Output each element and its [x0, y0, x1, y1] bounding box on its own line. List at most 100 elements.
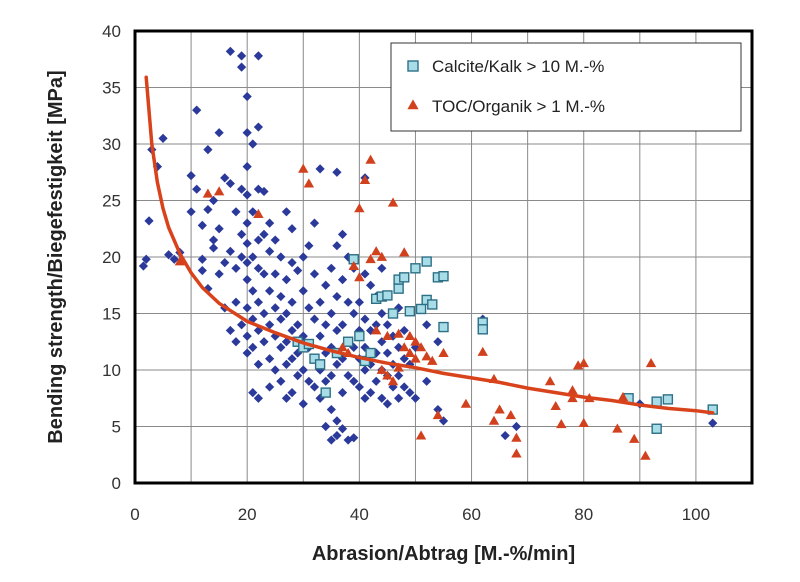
data-point-all-samples	[242, 258, 252, 268]
data-point-all-samples	[242, 275, 252, 285]
data-point-toc	[410, 336, 421, 346]
data-point-all-samples	[259, 308, 269, 319]
data-point-all-samples	[220, 173, 230, 183]
data-point-all-samples	[337, 424, 348, 434]
data-point-calcite	[393, 283, 404, 294]
data-point-all-samples	[337, 275, 348, 285]
data-point-all-samples	[394, 371, 404, 381]
data-point-toc	[578, 358, 589, 368]
data-point-all-samples	[236, 62, 247, 72]
data-point-calcite	[651, 396, 662, 407]
data-point-all-samples	[337, 320, 348, 330]
data-point-all-samples	[304, 241, 314, 251]
x-axis-title: Abrasion/Abtrag [M.-%/min]	[312, 543, 575, 565]
data-point-all-samples	[433, 404, 443, 415]
data-point-all-samples	[169, 254, 179, 264]
data-point-all-samples	[394, 393, 404, 403]
data-point-all-samples	[399, 354, 409, 364]
data-point-all-samples	[197, 254, 207, 264]
data-point-all-samples	[225, 325, 235, 336]
data-point-toc	[376, 251, 387, 261]
data-point-all-samples	[242, 331, 252, 341]
data-point-all-samples	[265, 246, 275, 256]
data-point-all-samples	[354, 382, 364, 392]
data-point-calcite	[314, 359, 326, 370]
data-point-all-samples	[164, 250, 174, 260]
data-point-toc	[382, 330, 393, 340]
data-point-calcite	[382, 290, 393, 301]
data-point-all-samples	[500, 430, 510, 441]
data-point-all-samples	[360, 365, 370, 375]
data-point-all-samples	[326, 263, 336, 273]
legend: Calcite/Kalk > 10 M.-% TOC/Organik > 1 M…	[390, 42, 742, 132]
data-point-all-samples	[248, 388, 258, 398]
data-point-calcite	[651, 423, 662, 434]
data-point-all-samples	[287, 354, 297, 364]
data-point-all-samples	[236, 184, 247, 194]
data-point-toc	[253, 208, 264, 218]
data-point-all-samples	[242, 190, 252, 200]
data-point-calcite	[404, 306, 416, 317]
data-point-all-samples	[253, 122, 263, 132]
data-point-all-samples	[248, 252, 258, 262]
data-point-all-samples	[276, 376, 286, 386]
data-point-all-samples	[231, 263, 241, 273]
data-point-all-samples	[276, 342, 286, 352]
data-point-all-samples	[293, 371, 303, 381]
data-point-all-samples	[382, 320, 393, 330]
plot-frame	[133, 29, 754, 485]
data-point-all-samples	[315, 331, 325, 341]
data-point-all-samples	[332, 241, 342, 251]
data-point-all-samples	[186, 207, 196, 217]
data-point-toc	[640, 450, 651, 460]
data-point-toc	[511, 432, 522, 442]
data-point-all-samples	[304, 303, 314, 313]
data-point-all-samples	[225, 46, 235, 56]
data-point-all-samples	[225, 246, 235, 256]
data-point-all-samples	[253, 325, 263, 336]
data-point-calcite	[415, 303, 427, 315]
data-point-all-samples	[321, 280, 331, 290]
data-point-toc	[505, 410, 517, 420]
data-point-all-samples	[236, 51, 247, 61]
data-point-all-samples	[309, 314, 320, 324]
data-point-all-samples	[214, 269, 224, 279]
data-point-toc	[202, 188, 214, 198]
data-point-all-samples	[349, 308, 359, 319]
data-point-all-samples	[315, 297, 325, 307]
data-point-all-samples	[410, 342, 421, 352]
data-point-all-samples	[265, 320, 275, 330]
data-point-calcite	[410, 263, 421, 274]
data-point-all-samples	[309, 269, 320, 279]
data-point-all-samples	[281, 393, 292, 403]
data-point-all-samples	[276, 291, 286, 302]
legend-box	[390, 42, 742, 132]
data-point-toc	[421, 351, 432, 361]
data-point-all-samples	[287, 325, 297, 336]
data-point-all-samples	[394, 342, 404, 352]
y-tick-label: 5	[112, 418, 121, 437]
data-point-all-samples	[248, 314, 258, 324]
tick-labels: 0 20 40 60 80 100 0 5 10 15 20 25 30 35 40	[102, 22, 710, 524]
trend-line	[144, 75, 715, 415]
data-point-toc	[404, 347, 416, 357]
data-point-all-samples	[281, 207, 292, 217]
data-point-all-samples	[248, 207, 258, 217]
data-point-toc	[365, 254, 376, 264]
data-point-all-samples	[259, 186, 269, 197]
data-point-toc	[415, 342, 427, 352]
data-point-all-samples	[248, 139, 258, 149]
data-point-calcite	[438, 321, 449, 333]
data-point-calcite	[365, 347, 376, 359]
data-point-all-samples	[197, 220, 207, 230]
data-point-toc	[393, 362, 404, 372]
data-point-all-samples	[253, 263, 263, 273]
x-tick-label: 20	[238, 505, 257, 524]
data-point-all-samples	[231, 297, 241, 307]
data-point-all-samples	[281, 308, 292, 319]
data-point-calcite	[354, 330, 365, 342]
data-point-all-samples	[332, 167, 342, 177]
data-point-calcite	[309, 353, 320, 364]
data-point-all-samples	[337, 388, 348, 398]
y-tick-label: 15	[102, 305, 121, 324]
